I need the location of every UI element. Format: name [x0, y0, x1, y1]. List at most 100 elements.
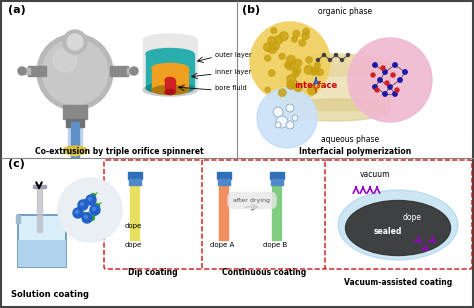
Text: Continuous coating: Continuous coating: [222, 268, 306, 277]
Bar: [143, 40, 197, 90]
Bar: [272, 185, 281, 240]
Circle shape: [287, 55, 295, 64]
Text: after drying: after drying: [234, 198, 271, 203]
Circle shape: [299, 40, 306, 46]
Text: dope A: dope A: [210, 242, 234, 248]
Circle shape: [42, 39, 108, 105]
Circle shape: [76, 208, 82, 213]
Text: vacuum: vacuum: [360, 170, 390, 179]
Circle shape: [268, 37, 275, 44]
Circle shape: [273, 107, 283, 117]
Circle shape: [346, 54, 349, 56]
Circle shape: [371, 73, 375, 77]
FancyBboxPatch shape: [325, 160, 472, 269]
Circle shape: [73, 208, 83, 218]
Ellipse shape: [143, 34, 197, 46]
Circle shape: [293, 67, 301, 75]
Circle shape: [67, 34, 83, 50]
Text: inner layer: inner layer: [215, 69, 251, 75]
Ellipse shape: [143, 84, 197, 96]
Bar: [64, 215, 68, 223]
Bar: [22, 68, 30, 74]
Circle shape: [58, 178, 122, 242]
Circle shape: [398, 78, 402, 82]
Bar: [165, 80, 175, 92]
Circle shape: [276, 116, 288, 128]
Circle shape: [130, 67, 138, 75]
Ellipse shape: [338, 190, 458, 260]
Circle shape: [81, 202, 83, 205]
Circle shape: [90, 216, 94, 221]
Circle shape: [94, 204, 100, 209]
Circle shape: [264, 55, 271, 61]
Circle shape: [63, 30, 87, 54]
Text: Co-extrusion by triple orifice spinneret: Co-extrusion by triple orifice spinneret: [35, 148, 203, 156]
Circle shape: [92, 208, 95, 210]
Circle shape: [391, 73, 395, 77]
Circle shape: [286, 61, 295, 70]
Text: (a): (a): [8, 5, 26, 15]
Circle shape: [311, 67, 318, 75]
Circle shape: [383, 70, 387, 74]
Circle shape: [383, 92, 387, 96]
Circle shape: [58, 178, 122, 242]
Bar: [280, 65, 390, 110]
Text: sealed: sealed: [374, 228, 402, 237]
Circle shape: [82, 213, 88, 217]
Circle shape: [273, 43, 279, 50]
Text: organic phase: organic phase: [318, 7, 372, 16]
Circle shape: [274, 35, 283, 44]
Bar: [37, 187, 42, 232]
Circle shape: [250, 22, 330, 102]
Bar: [68, 122, 82, 152]
Circle shape: [348, 38, 432, 122]
Circle shape: [393, 63, 397, 67]
Circle shape: [90, 205, 100, 215]
Circle shape: [279, 53, 285, 59]
Ellipse shape: [146, 48, 194, 59]
Text: Solution coating: Solution coating: [11, 290, 89, 299]
Bar: [217, 172, 231, 179]
Circle shape: [287, 83, 294, 89]
Circle shape: [268, 45, 277, 54]
Text: Dip coating: Dip coating: [128, 268, 178, 277]
Bar: [271, 179, 283, 185]
Bar: [127, 68, 135, 74]
Text: (c): (c): [8, 159, 25, 169]
Ellipse shape: [346, 201, 450, 256]
Bar: [63, 105, 87, 119]
Circle shape: [317, 69, 323, 75]
Circle shape: [86, 195, 96, 205]
Circle shape: [82, 213, 92, 223]
Text: dope: dope: [402, 213, 421, 222]
Text: dope B: dope B: [263, 242, 287, 248]
Circle shape: [335, 54, 337, 56]
Circle shape: [91, 193, 95, 198]
Text: Interfacial polymerization: Interfacial polymerization: [299, 148, 411, 156]
Ellipse shape: [152, 63, 188, 72]
Bar: [219, 185, 228, 240]
Bar: [270, 172, 284, 179]
Circle shape: [265, 87, 270, 92]
FancyArrow shape: [64, 148, 86, 156]
Circle shape: [18, 67, 26, 75]
Ellipse shape: [152, 86, 188, 95]
Bar: [18, 240, 66, 267]
Ellipse shape: [165, 90, 175, 95]
Circle shape: [75, 210, 79, 213]
FancyBboxPatch shape: [104, 160, 203, 269]
Bar: [130, 185, 139, 240]
Circle shape: [395, 88, 399, 92]
Circle shape: [294, 83, 302, 91]
Circle shape: [393, 92, 397, 96]
Circle shape: [403, 70, 407, 74]
Circle shape: [381, 66, 385, 70]
Circle shape: [287, 75, 296, 83]
Circle shape: [286, 121, 294, 129]
Circle shape: [304, 65, 313, 74]
Circle shape: [257, 88, 317, 148]
Bar: [128, 172, 142, 179]
Ellipse shape: [165, 78, 175, 83]
Ellipse shape: [146, 83, 194, 94]
Bar: [66, 119, 84, 127]
